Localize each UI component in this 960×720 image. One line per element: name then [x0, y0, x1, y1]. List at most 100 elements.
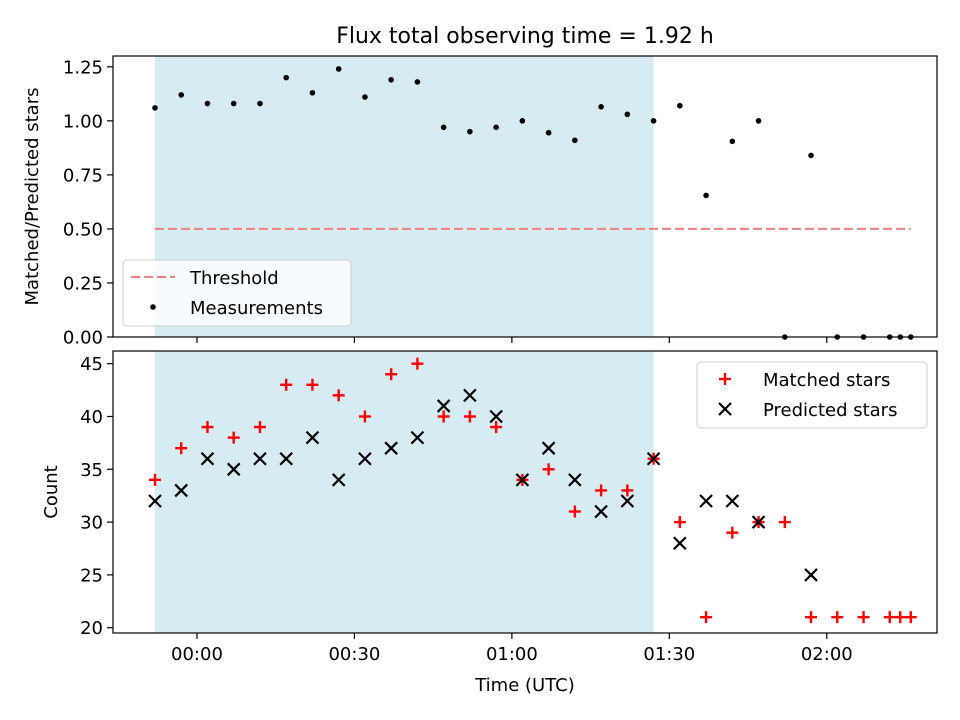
bottom-shaded-span — [154, 351, 654, 633]
legend-matched-swatch — [719, 373, 731, 385]
chart-title: Flux total observing time = 1.92 h — [336, 24, 714, 49]
measurement-point — [440, 124, 447, 131]
x-tick-label: 00:30 — [328, 644, 380, 665]
top-x-axis — [196, 337, 828, 343]
bottom-axes-frame — [112, 350, 938, 634]
matched-star-point — [894, 611, 907, 624]
matched-star-point — [673, 516, 686, 529]
measurement-point — [677, 102, 683, 109]
matched-star-point — [437, 410, 450, 423]
measurement-point — [230, 100, 237, 107]
predicted-star-point — [646, 451, 661, 466]
measurement-point — [572, 137, 578, 144]
measurement-point — [703, 192, 709, 199]
predicted-star-point — [620, 494, 635, 508]
bottom-legend-box — [696, 361, 928, 429]
matched-star-point — [595, 484, 608, 497]
predicted-star-point — [751, 515, 766, 529]
legend-measurements-label: Measurements — [190, 298, 323, 319]
legend-measurements-swatch — [150, 304, 156, 310]
top-legend: Threshold Measurements — [122, 259, 352, 327]
predicted-star-point — [410, 430, 425, 445]
measurement-point — [755, 118, 762, 124]
measurement-point — [729, 138, 736, 145]
bottom-y-axis: 20 25 30 35 40 45 — [80, 354, 113, 639]
predicted-star-point — [515, 473, 530, 487]
measurement-point — [624, 111, 631, 118]
measurement-point — [309, 89, 316, 96]
measurement-point — [178, 92, 185, 98]
y-tick-label: 1.00 — [63, 111, 103, 132]
y-tick-label: 0.00 — [63, 328, 103, 349]
predicted-star-point — [673, 536, 687, 551]
top-panel: 0.00 0.25 0.50 0.75 1.00 1.25 Matched/Predict… — [22, 55, 938, 349]
predicted-star-point — [305, 430, 320, 445]
bottom-panel: 20 25 30 35 40 45 00:00 00:30 01:00 01:30 02:00 C… — [41, 350, 938, 696]
bottom-x-axis: 00:00 00:30 01:00 01:30 02:00 — [171, 633, 853, 665]
measurement-point — [493, 124, 499, 131]
measurement-point — [335, 66, 342, 72]
matched-star-point — [385, 368, 398, 381]
matched-star-point — [726, 526, 739, 539]
matched-stars-series — [148, 357, 917, 624]
matched-star-point — [857, 611, 870, 624]
top-y-axis-label: Matched/Predicted stars — [22, 88, 43, 306]
legend-predicted-label: Predicted stars — [763, 400, 897, 421]
matched-star-point — [280, 378, 293, 391]
matched-star-point — [332, 389, 345, 402]
matched-star-point — [700, 611, 713, 624]
predicted-star-point — [725, 494, 740, 508]
top-y-axis: 0.00 0.25 0.50 0.75 1.00 1.25 — [63, 57, 113, 349]
predicted-star-point — [253, 451, 267, 466]
y-tick-label: 45 — [80, 354, 103, 375]
matched-star-point — [358, 410, 371, 423]
predicted-star-point — [279, 451, 293, 466]
matched-star-point — [542, 463, 555, 476]
x-tick-label: 01:00 — [486, 644, 538, 665]
matched-star-point — [778, 516, 791, 529]
predicted-star-point — [541, 441, 556, 455]
top-axes-frame — [112, 55, 938, 338]
matched-star-point — [883, 611, 896, 624]
measurement-point — [362, 94, 368, 100]
matched-star-point — [411, 357, 424, 370]
matched-star-point — [805, 611, 818, 624]
y-tick-label: 20 — [80, 618, 103, 639]
matched-star-point — [831, 611, 844, 624]
measurement-point — [467, 128, 473, 135]
matched-star-point — [175, 442, 188, 455]
y-tick-label: 35 — [80, 460, 103, 481]
y-tick-label: 40 — [80, 407, 103, 428]
legend-threshold-label: Threshold — [189, 268, 279, 289]
predicted-star-point — [436, 399, 451, 413]
y-tick-label: 0.75 — [63, 165, 103, 186]
x-tick-label: 02:00 — [801, 644, 853, 665]
matched-star-point — [201, 421, 214, 434]
matched-star-point — [463, 410, 476, 423]
measurement-point — [283, 74, 289, 81]
measurement-point — [152, 105, 158, 111]
x-tick-label: 01:30 — [643, 644, 695, 665]
x-axis-label: Time (UTC) — [474, 675, 575, 696]
measurement-point — [545, 129, 552, 136]
measurement-point — [808, 152, 814, 159]
measurement-point — [257, 100, 263, 107]
predicted-star-point — [463, 388, 477, 403]
x-tick-label: 00:00 — [171, 644, 223, 665]
predicted-star-point — [568, 473, 582, 487]
predicted-star-point — [489, 409, 503, 424]
predicted-star-point — [358, 451, 372, 466]
legend-predicted-swatch — [718, 402, 732, 416]
matched-star-point — [306, 378, 319, 391]
bottom-y-axis-label: Count — [41, 465, 62, 518]
matched-star-point — [621, 484, 634, 497]
matched-star-point — [904, 611, 917, 624]
predicted-star-point — [384, 441, 398, 455]
measurement-point — [650, 118, 657, 124]
predicted-stars-series — [148, 388, 818, 582]
predicted-star-point — [174, 483, 189, 498]
measurement-point — [519, 118, 526, 124]
measurement-point — [388, 76, 394, 83]
y-tick-label: 0.25 — [63, 273, 103, 294]
